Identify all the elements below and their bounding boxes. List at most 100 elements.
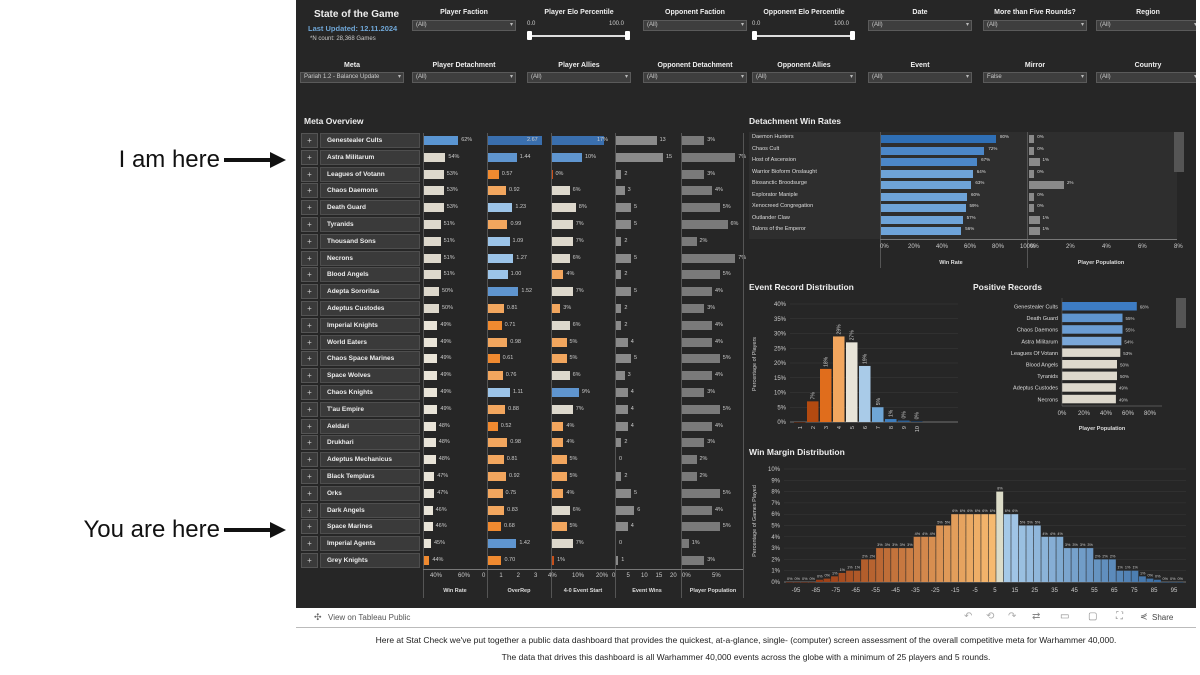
expand-button[interactable]: + bbox=[301, 452, 318, 468]
share-button[interactable]: Share bbox=[1152, 613, 1174, 622]
table-row[interactable]: + Blood Angels 51% 1.00 4% 2 5% bbox=[301, 267, 741, 283]
filter-dropdown[interactable]: (All) ▾ bbox=[643, 72, 747, 83]
expand-button[interactable]: + bbox=[301, 284, 318, 300]
table-row[interactable]: +Necrons 51% 1.27 6% 5 7% bbox=[301, 250, 746, 266]
filter-dropdown[interactable]: (All) ▾ bbox=[868, 20, 972, 31]
expand-button[interactable]: + bbox=[301, 217, 318, 232]
winrate-label: 47% bbox=[437, 473, 449, 479]
filter-dropdown[interactable]: (All) ▾ bbox=[1096, 72, 1196, 83]
view-on-tableau-link[interactable]: View on Tableau Public bbox=[328, 613, 411, 622]
population-bar bbox=[681, 203, 720, 213]
table-row[interactable]: + Tyranids 51% 0.99 7% 5 6% bbox=[301, 217, 741, 232]
refresh-icon[interactable]: ⇄ bbox=[1032, 611, 1041, 622]
expand-button[interactable]: + bbox=[301, 334, 318, 350]
expand-button[interactable]: + bbox=[301, 469, 318, 484]
column-header: OverRep bbox=[507, 588, 531, 594]
table-row[interactable]: + T'au Empire 49% 0.88 7% 4 5% bbox=[301, 401, 741, 417]
fourzero-label: 7% bbox=[575, 540, 584, 547]
detachment-pop-bar bbox=[1029, 158, 1040, 166]
slider-track[interactable] bbox=[755, 35, 853, 37]
redo-icon[interactable]: ↷ bbox=[1008, 611, 1017, 622]
expand-button[interactable]: + bbox=[301, 401, 318, 417]
expand-button[interactable]: + bbox=[301, 317, 318, 333]
table-row[interactable]: + Chaos Space Marines 49% 0.61 5% 5 5% bbox=[301, 351, 741, 367]
table-row[interactable]: + Death Guard 53% 1.23 8% 5 5% bbox=[301, 200, 741, 216]
filter-dropdown[interactable]: (All) ▾ bbox=[868, 72, 972, 83]
expand-button[interactable]: + bbox=[301, 502, 318, 518]
table-row[interactable]: + Grey Knights 44% 0.70 1% 1 3% bbox=[301, 553, 741, 568]
table-row[interactable]: + Orks 47% 0.75 4% 5 5% bbox=[301, 485, 741, 501]
table-row[interactable]: + Dark Angels 46% 0.83 6% 6 4% bbox=[301, 502, 741, 518]
expand-button[interactable]: + bbox=[301, 553, 318, 568]
population-cell: 3% bbox=[681, 168, 743, 181]
event-record-bar bbox=[859, 365, 871, 422]
expand-button[interactable]: + bbox=[301, 183, 318, 199]
filter-dropdown[interactable]: (All) ▾ bbox=[412, 72, 516, 83]
table-row[interactable]: +Astra Militarum 54% 1.44 10% 15 7% bbox=[301, 149, 746, 165]
table-row[interactable]: + Imperial Knights 49% 0.71 6% 2 4% bbox=[301, 317, 741, 333]
table-row[interactable]: + Chaos Daemons 53% 0.92 6% 3 4% bbox=[301, 183, 741, 199]
table-row[interactable]: + Thousand Sons 51% 1.09 7% 2 2% bbox=[301, 233, 741, 249]
table-row[interactable]: + Drukhari 48% 0.98 4% 2 3% bbox=[301, 435, 741, 451]
table-row[interactable]: + Chaos Knights 49% 1.11 9% 4 3% bbox=[301, 385, 741, 400]
table-row[interactable]: + Adepta Sororitas 50% 1.52 7% 5 4% bbox=[301, 284, 741, 300]
filter-dropdown[interactable]: (All) ▾ bbox=[412, 20, 516, 31]
expand-button[interactable]: + bbox=[301, 385, 318, 400]
event-wins-bar bbox=[615, 169, 622, 179]
winrate-label: 49% bbox=[440, 405, 452, 412]
winrate-cell: 51% bbox=[423, 252, 485, 265]
filter-dropdown[interactable]: (All) ▾ bbox=[527, 72, 631, 83]
filter-dropdown[interactable]: (All) ▾ bbox=[643, 20, 747, 31]
expand-button[interactable]: + bbox=[301, 267, 318, 283]
share-icon[interactable]: ⋞ bbox=[1140, 611, 1148, 621]
expand-button[interactable]: + bbox=[301, 233, 318, 249]
slider-max-handle[interactable] bbox=[850, 31, 855, 40]
fullscreen-icon[interactable]: ⛶ bbox=[1116, 611, 1123, 622]
expand-button[interactable]: + bbox=[301, 301, 318, 316]
filter-dropdown[interactable]: (All) ▾ bbox=[1096, 20, 1196, 31]
pause-icon[interactable]: ▭ bbox=[1060, 611, 1070, 622]
expand-button[interactable]: + bbox=[301, 351, 318, 367]
overrep-label: 0.98 bbox=[510, 338, 521, 345]
bar-label: 3% bbox=[1072, 543, 1078, 547]
table-row[interactable]: + Leagues of Votann 53% 0.57 0% 2 3% bbox=[301, 166, 743, 182]
table-row[interactable]: + Adeptus Mechanicus 48% 0.81 5% 0 2% bbox=[301, 452, 741, 468]
expand-button[interactable]: + bbox=[301, 149, 318, 165]
table-row[interactable]: + World Eaters 49% 0.98 5% 4 4% bbox=[301, 334, 741, 350]
expand-button[interactable]: + bbox=[301, 536, 318, 552]
expand-button[interactable]: + bbox=[301, 368, 318, 384]
expand-button[interactable]: + bbox=[301, 485, 318, 501]
filter-dropdown[interactable]: False ▾ bbox=[983, 72, 1087, 83]
slider-max-handle[interactable] bbox=[625, 31, 630, 40]
slider-min-handle[interactable] bbox=[527, 31, 532, 40]
filter-dropdown[interactable]: (All) ▾ bbox=[983, 20, 1087, 31]
undo-icon[interactable]: ↶ bbox=[964, 611, 973, 622]
table-row[interactable]: + Adeptus Custodes 50% 0.81 3% 2 3% bbox=[301, 301, 741, 316]
bar-label: 5% bbox=[876, 397, 882, 405]
expand-button[interactable]: + bbox=[301, 200, 318, 216]
table-row[interactable]: + Aeldari 48% 0.52 4% 4 4% bbox=[301, 418, 741, 434]
positive-record-bar bbox=[1062, 325, 1123, 334]
expand-button[interactable]: + bbox=[301, 133, 318, 148]
table-row[interactable]: + Genestealer Cults 62% 2.67 17% 13 3% bbox=[301, 133, 741, 148]
win-margin-bar bbox=[1011, 514, 1019, 582]
winrate-bar bbox=[423, 438, 436, 448]
table-row[interactable]: + Imperial Agents 45% 1.42 7% 0 1% bbox=[301, 536, 741, 552]
dropdown-value: (All) bbox=[647, 22, 658, 28]
filter-dropdown[interactable]: (All) ▾ bbox=[752, 72, 856, 83]
table-row[interactable]: + Black Templars 47% 0.92 5% 2 2% bbox=[301, 469, 741, 484]
table-row[interactable]: + Space Wolves 49% 0.76 6% 3 4% bbox=[301, 368, 741, 384]
expand-button[interactable]: + bbox=[301, 250, 318, 266]
expand-button[interactable]: + bbox=[301, 519, 318, 535]
revert-icon[interactable]: ⟲ bbox=[986, 611, 995, 622]
scrollbar-thumb[interactable] bbox=[1174, 132, 1184, 172]
detachment-winrate-bar bbox=[880, 135, 996, 143]
slider-min-handle[interactable] bbox=[752, 31, 757, 40]
expand-button[interactable]: + bbox=[301, 418, 318, 434]
expand-button[interactable]: + bbox=[301, 166, 318, 182]
table-row[interactable]: + Space Marines 46% 0.68 5% 4 5% bbox=[301, 519, 741, 535]
slider-track[interactable] bbox=[530, 35, 628, 37]
expand-button[interactable]: + bbox=[301, 435, 318, 451]
filter-dropdown[interactable]: Pariah 1.2 - Balance Update ▾ bbox=[300, 72, 404, 83]
comment-icon[interactable]: ▢ bbox=[1088, 611, 1098, 622]
